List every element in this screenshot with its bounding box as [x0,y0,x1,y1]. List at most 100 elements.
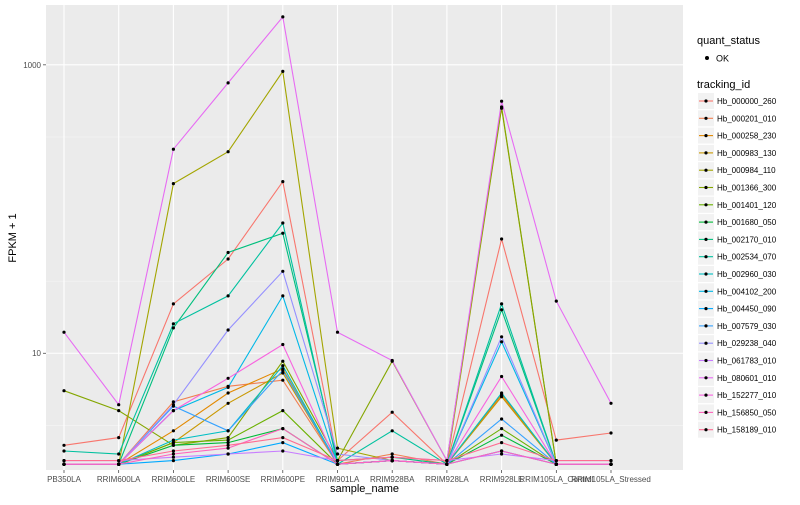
legend-key-point [704,99,708,103]
x-tick-label: RRIM928BA [370,475,415,484]
data-point [500,99,504,103]
data-point [445,462,449,466]
data-point [281,409,285,413]
data-point [281,378,285,382]
legend-label: Hb_001680_050 [717,218,777,227]
data-point [226,376,230,380]
data-point [226,436,230,440]
data-point [445,459,449,463]
data-point [171,400,175,404]
data-point [281,342,285,347]
data-point [281,221,285,225]
data-point [609,462,613,466]
data-point [500,308,504,312]
legend-label: Hb_002170_010 [717,235,777,244]
data-point [226,328,230,332]
data-point [171,429,175,433]
data-point [226,150,230,154]
data-point [226,257,230,261]
data-point [500,302,504,306]
data-point [117,436,121,440]
data-point [500,441,504,445]
x-axis-title: sample_name [330,483,399,495]
legend-label: Hb_001366_300 [717,184,777,193]
data-point [500,340,504,344]
legend-label: Hb_152277_010 [717,391,777,400]
legend-label: Hb_156850_050 [717,408,777,417]
data-point [171,326,175,330]
data-point [281,231,285,235]
data-point [500,237,504,241]
legend-label: Hb_000984_110 [717,166,776,175]
data-point [500,417,504,421]
data-point [281,69,285,73]
legend-label: Hb_001401_120 [717,201,777,210]
legend-key-point [704,358,708,363]
data-point [226,294,230,298]
y-axis-title: FPKM + 1 [7,213,19,262]
legend-key-point [704,393,708,397]
data-point [390,358,394,363]
legend-label: Hb_080601_010 [717,374,777,383]
legend-title-quant-status: quant_status [697,35,760,47]
data-point [390,410,394,414]
legend-label: Hb_029238_040 [717,339,777,348]
legend-key-point [704,255,708,259]
legend-label: Hb_000000_260 [717,97,777,106]
legend-key-point [704,341,708,345]
x-tick-label: RRIM928LA [425,475,469,484]
legend-key-point [704,116,708,120]
data-point [281,371,285,375]
y-tick-label: 10 [32,349,41,358]
legend-key-point [704,410,708,414]
x-tick-label: RRIM105LA_Control [519,475,593,484]
legend-items: Hb_000000_260 Hb_000201_010 Hb_000258_230 H… [698,93,777,438]
x-tick-label: RRIM600LE [152,475,196,484]
legend-key-point [704,151,708,155]
data-point [171,438,175,442]
data-point [281,359,285,363]
data-point [226,452,230,456]
legend-key-point [704,168,708,172]
data-point [500,335,504,339]
data-point [335,452,340,456]
data-point [500,452,504,456]
legend-label: Hb_007579_030 [717,322,777,331]
data-point [226,401,230,405]
data-point [500,433,504,437]
data-point [62,389,66,393]
data-point [171,403,175,407]
data-point [390,455,394,459]
data-point [281,269,285,273]
y-tick-label: 1000 [23,61,41,70]
data-point [226,443,230,447]
legend-key-point [704,272,708,276]
legend-label: Hb_004450_090 [717,305,777,314]
data-point [226,446,230,450]
legend-title-tracking-id: tracking_id [697,79,750,91]
data-point [117,462,121,466]
x-tick-label: PB350LA [47,475,81,484]
legend-label: Hb_158189_010 [717,426,777,435]
data-point [390,459,394,463]
legend-key-point [704,185,708,190]
data-point [281,364,285,368]
data-point [62,443,66,447]
data-point [609,459,613,463]
legend-key-point [704,134,708,138]
data-point [226,391,230,395]
data-point [281,294,285,298]
data-point [117,403,121,407]
data-point [390,429,394,433]
legend-point-key [705,56,709,60]
data-point [609,401,613,405]
data-point [390,452,394,456]
data-point [226,250,230,255]
data-point [335,462,340,466]
data-point [554,299,558,303]
data-point [171,441,175,445]
legend-key-point [704,376,708,380]
data-point [226,81,230,85]
data-point [171,449,175,453]
